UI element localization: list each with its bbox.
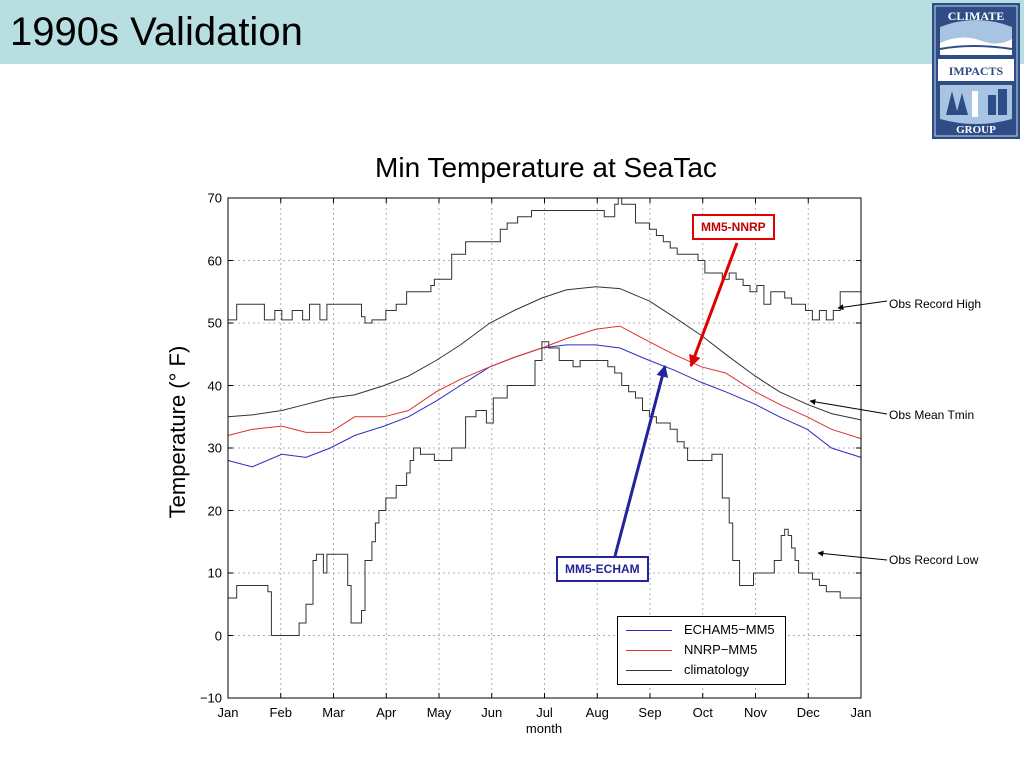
x-tick-label: Feb xyxy=(269,705,292,720)
mm5-nnrp-arrow xyxy=(689,242,739,368)
y-tick-label: 70 xyxy=(207,190,222,206)
y-tick-label: 10 xyxy=(207,565,222,581)
mm5-echam-callout: MM5-ECHAM xyxy=(556,556,649,582)
legend-swatch-echam xyxy=(626,630,672,631)
legend-swatch-climatology xyxy=(626,670,672,671)
y-tick-label: −10 xyxy=(199,690,222,706)
logo-mid-text: IMPACTS xyxy=(949,64,1004,78)
obs-record-low-arrow xyxy=(817,550,888,561)
logo-top-text: CLIMATE xyxy=(948,9,1004,23)
obs-record-high-arrow xyxy=(837,300,888,311)
obs-record-low-annotation: Obs Record Low xyxy=(889,553,979,567)
y-tick-label: 30 xyxy=(207,440,222,456)
legend-item-nnrp: NNRP−MM5 xyxy=(626,641,784,659)
plot-frame xyxy=(227,197,862,699)
legend-item-echam: ECHAM5−MM5 xyxy=(626,621,784,639)
mm5-echam-arrow xyxy=(613,364,669,557)
obs-mean-tmin-annotation: Obs Mean Tmin xyxy=(889,408,975,422)
climate-impacts-group-logo: CLIMATE IMPACTS GROUP xyxy=(932,3,1020,139)
x-tick-label: Nov xyxy=(743,705,768,720)
legend-label-nnrp: NNRP−MM5 xyxy=(684,642,758,657)
x-axis-label: month xyxy=(525,721,563,736)
legend-label-echam: ECHAM5−MM5 xyxy=(684,622,775,637)
y-tick-label: 60 xyxy=(207,253,222,268)
x-tick-label: Jan xyxy=(217,705,239,720)
series-line-nnrp-mm5 xyxy=(227,325,862,440)
series-layer xyxy=(227,197,862,636)
series-line-climatology xyxy=(227,286,862,421)
title-bar xyxy=(0,0,1024,64)
legend-item-climatology: climatology xyxy=(626,661,784,679)
arrow-layer xyxy=(613,242,888,561)
x-tick-label: Dec xyxy=(796,705,820,720)
y-tick-label: 0 xyxy=(214,628,222,643)
logo-bottom-text: GROUP xyxy=(956,124,996,136)
mm5-nnrp-callout: MM5-NNRP xyxy=(692,214,775,240)
x-tick-label: Oct xyxy=(692,705,713,720)
chart-legend: ECHAM5−MM5 NNRP−MM5 climatology xyxy=(617,616,786,685)
obs-mean-tmin-arrow xyxy=(809,398,888,415)
y-tick-label: 40 xyxy=(207,378,222,393)
series-line-obs-record-high xyxy=(228,197,861,324)
slide-title: 1990s Validation xyxy=(10,10,303,54)
x-tick-label: Apr xyxy=(376,705,397,720)
legend-label-climatology: climatology xyxy=(684,662,750,677)
y-axis-label: Temperature (° F) xyxy=(165,345,190,519)
grid-layer xyxy=(227,197,862,699)
y-tick-label: 50 xyxy=(207,315,222,331)
x-tick-label: Aug xyxy=(585,705,609,720)
y-tick-label: 20 xyxy=(207,503,222,518)
series-line-obs-record-low xyxy=(228,341,861,636)
legend-swatch-nnrp xyxy=(626,650,672,651)
x-tick-label: May xyxy=(426,705,452,720)
obs-record-high-annotation: Obs Record High xyxy=(889,297,982,311)
x-tick-label: Mar xyxy=(322,705,345,720)
x-tick-label: Jan xyxy=(850,705,872,720)
x-tick-label: Jul xyxy=(536,705,553,720)
x-tick-label: Sep xyxy=(638,705,662,720)
x-tick-label: Jun xyxy=(481,705,503,720)
chart-title: Min Temperature at SeaTac xyxy=(375,152,717,183)
